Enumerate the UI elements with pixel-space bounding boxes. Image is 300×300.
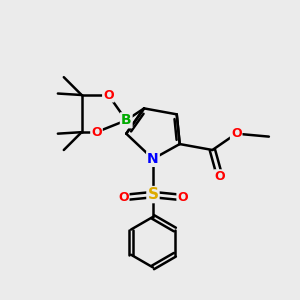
Text: O: O: [231, 127, 242, 140]
Text: O: O: [214, 170, 225, 183]
Text: O: O: [118, 191, 129, 204]
Text: B: B: [121, 113, 131, 127]
Text: O: O: [103, 88, 114, 101]
Text: O: O: [177, 191, 188, 204]
Text: S: S: [148, 187, 158, 202]
Text: N: N: [147, 152, 159, 166]
Text: O: O: [91, 126, 102, 139]
